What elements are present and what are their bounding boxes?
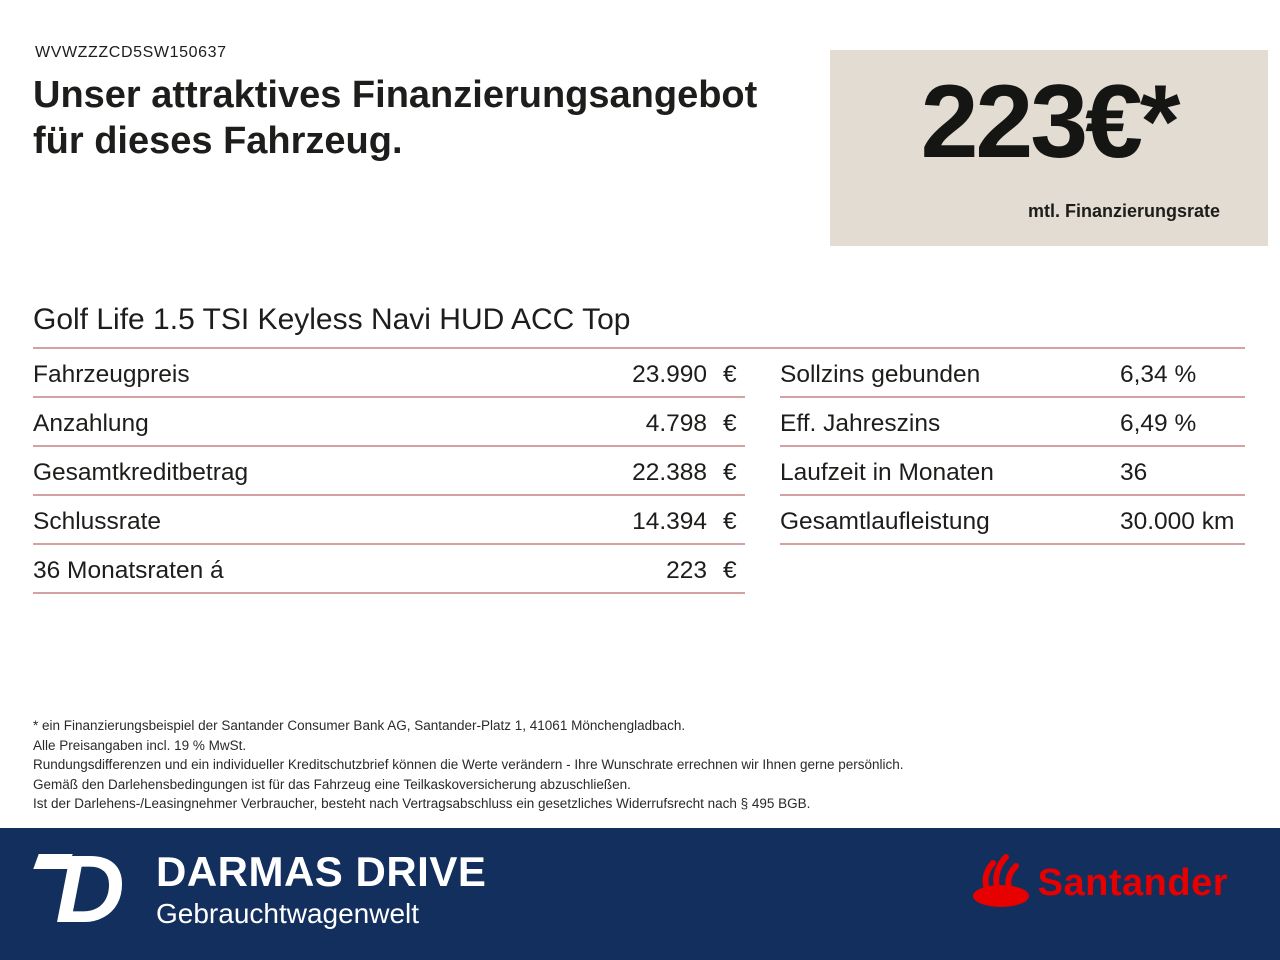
dealer-logo: D DARMAS DRIVE Gebrauchtwagenwelt — [40, 842, 486, 940]
row-value-group: 223 € — [666, 557, 745, 585]
page-title: Unser attraktives Finanzierungsangebot f… — [33, 72, 833, 165]
table-row: Fahrzeugpreis 23.990 € — [33, 349, 745, 398]
financing-table: Fahrzeugpreis 23.990 € Anzahlung 4.798 €… — [33, 349, 1245, 594]
dealer-logo-d-icon: D — [40, 842, 140, 940]
monthly-rate-caption: mtl. Finanzierungsrate — [1027, 201, 1220, 221]
row-unit: € — [723, 361, 737, 388]
row-unit: € — [723, 459, 737, 486]
table-row: Laufzeit in Monaten 36 — [780, 447, 1245, 496]
vehicle-title: Golf Life 1.5 TSI Keyless Navi HUD ACC T… — [33, 303, 1245, 349]
monthly-rate-value: 223€* — [920, 64, 1181, 180]
row-label: Schlussrate — [33, 508, 162, 535]
dealer-name: DARMAS DRIVE — [156, 848, 487, 895]
row-value: 6,49 % — [1120, 410, 1197, 437]
row-value: 6,34 % — [1120, 361, 1197, 388]
table-row: Anzahlung 4.798 € — [33, 398, 745, 447]
table-row: Gesamtlaufleistung 30.000 km — [780, 496, 1245, 545]
disclaimer-line: Rundungsdifferenzen und ein individuelle… — [33, 757, 904, 772]
dealer-text-block: DARMAS DRIVE Gebrauchtwagenwelt — [156, 844, 486, 940]
disclaimer-text: * ein Finanzierungsbeispiel der Santande… — [33, 716, 1233, 814]
row-label: Gesamtkreditbetrag — [33, 459, 249, 486]
row-label: Fahrzeugpreis — [33, 361, 190, 388]
santander-logo: Santander — [972, 854, 1228, 913]
disclaimer-line: Alle Preisangaben incl. 19 % MwSt. — [33, 737, 247, 753]
santander-flame-icon — [972, 854, 1030, 913]
row-value-group: 4.798 € — [646, 410, 745, 438]
financing-right-column: Sollzins gebunden 6,34 % Eff. Jahreszins… — [780, 349, 1245, 594]
row-value: 23.990 — [632, 361, 707, 388]
row-value-group: 14.394 € — [632, 508, 745, 536]
disclaimer-line: Gemäß den Darlehensbedingungen ist für d… — [33, 776, 631, 792]
row-value: 223 — [666, 557, 707, 584]
page-title-line2: für dieses Fahrzeug. — [33, 120, 403, 163]
table-row: Sollzins gebunden 6,34 % — [780, 349, 1245, 398]
footer-bar: D DARMAS DRIVE Gebrauchtwagenwelt Santan… — [0, 828, 1280, 960]
table-row: Eff. Jahreszins 6,49 % — [780, 398, 1245, 447]
table-row: Schlussrate 14.394 € — [33, 496, 745, 545]
row-label: Gesamtlaufleistung — [780, 508, 990, 535]
row-label: Anzahlung — [33, 410, 149, 437]
row-label: Sollzins gebunden — [780, 361, 981, 388]
row-label: Laufzeit in Monaten — [780, 459, 994, 486]
santander-wordmark: Santander — [1037, 862, 1228, 904]
row-value: 14.394 — [632, 508, 707, 535]
table-row: Gesamtkreditbetrag 22.388 € — [33, 447, 745, 496]
row-value: 4.798 — [645, 410, 707, 437]
row-label: 36 Monatsraten á — [33, 557, 224, 584]
disclaimer-line: Ist der Darlehens-/Leasingnehmer Verbrau… — [33, 796, 811, 811]
financing-section: Golf Life 1.5 TSI Keyless Navi HUD ACC T… — [33, 303, 1245, 594]
vehicle-vin: WVWZZZCD5SW150637 — [35, 44, 227, 61]
row-unit: € — [723, 557, 737, 584]
dealer-subtitle: Gebrauchtwagenwelt — [156, 898, 420, 930]
monthly-rate-box: 223€* mtl. Finanzierungsrate — [830, 50, 1268, 246]
row-value: 30.000 km — [1120, 508, 1235, 535]
financing-left-column: Fahrzeugpreis 23.990 € Anzahlung 4.798 €… — [33, 349, 745, 594]
table-row: 36 Monatsraten á 223 € — [33, 545, 745, 594]
row-value-group: 23.990 € — [632, 361, 745, 389]
row-label: Eff. Jahreszins — [780, 410, 941, 437]
row-value: 22.388 — [632, 459, 707, 486]
row-unit: € — [723, 410, 737, 437]
row-value: 36 — [1120, 459, 1148, 486]
row-unit: € — [723, 508, 737, 535]
disclaimer-line: * ein Finanzierungsbeispiel der Santande… — [33, 718, 686, 733]
row-value-group: 22.388 € — [632, 459, 745, 487]
page-title-line1: Unser attraktives Finanzierungsangebot — [33, 74, 758, 116]
